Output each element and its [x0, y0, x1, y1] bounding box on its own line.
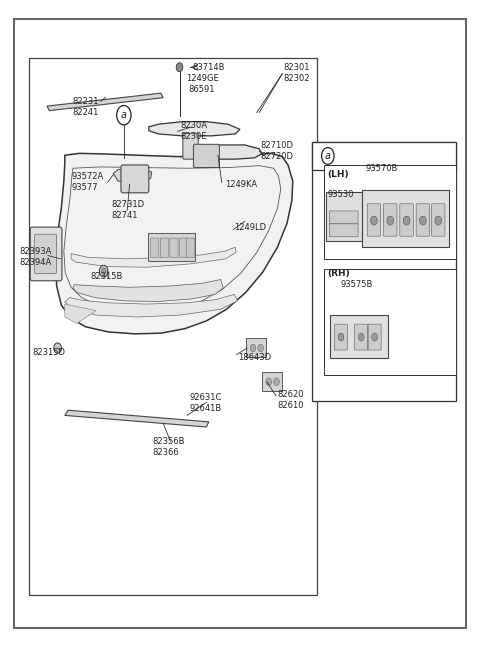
Text: 1249LD: 1249LD: [234, 223, 266, 232]
FancyBboxPatch shape: [170, 238, 178, 258]
Text: 82741: 82741: [112, 211, 138, 220]
FancyBboxPatch shape: [121, 165, 149, 193]
Text: 82315B: 82315B: [90, 272, 122, 281]
Circle shape: [371, 216, 377, 225]
FancyBboxPatch shape: [324, 269, 456, 375]
Circle shape: [420, 216, 426, 225]
FancyBboxPatch shape: [148, 233, 195, 261]
Circle shape: [403, 216, 410, 225]
Polygon shape: [190, 145, 262, 159]
Polygon shape: [149, 122, 240, 136]
Text: 82366: 82366: [153, 448, 180, 457]
Polygon shape: [71, 247, 236, 267]
FancyBboxPatch shape: [262, 372, 282, 391]
Circle shape: [338, 333, 344, 341]
FancyBboxPatch shape: [193, 144, 219, 168]
Text: 82610: 82610: [277, 401, 303, 410]
FancyBboxPatch shape: [330, 315, 388, 358]
Circle shape: [435, 216, 442, 225]
FancyBboxPatch shape: [384, 204, 397, 236]
Text: 8230E: 8230E: [180, 132, 206, 141]
Text: 93575B: 93575B: [341, 280, 373, 289]
Text: 82315D: 82315D: [33, 348, 66, 357]
FancyBboxPatch shape: [35, 234, 57, 274]
Text: 93577: 93577: [71, 183, 97, 192]
Circle shape: [274, 378, 279, 386]
Circle shape: [258, 344, 264, 352]
FancyBboxPatch shape: [416, 204, 430, 236]
Polygon shape: [73, 280, 223, 302]
FancyBboxPatch shape: [324, 165, 456, 259]
Polygon shape: [65, 294, 238, 317]
Text: a: a: [121, 110, 127, 120]
Text: 92631C: 92631C: [190, 393, 222, 402]
Polygon shape: [65, 410, 209, 427]
Polygon shape: [56, 153, 293, 334]
Text: a: a: [325, 151, 331, 161]
Circle shape: [266, 378, 272, 386]
Text: 82720D: 82720D: [261, 152, 294, 161]
FancyBboxPatch shape: [312, 142, 456, 170]
Polygon shape: [47, 93, 163, 111]
FancyBboxPatch shape: [355, 324, 368, 350]
Text: 93572A: 93572A: [71, 172, 103, 181]
FancyBboxPatch shape: [29, 58, 317, 595]
FancyBboxPatch shape: [151, 238, 159, 258]
Circle shape: [372, 333, 377, 341]
FancyBboxPatch shape: [367, 204, 381, 236]
FancyBboxPatch shape: [160, 238, 168, 258]
Text: 82231: 82231: [72, 97, 98, 106]
FancyBboxPatch shape: [432, 204, 445, 236]
FancyBboxPatch shape: [312, 142, 456, 170]
Polygon shape: [65, 304, 96, 324]
FancyBboxPatch shape: [368, 324, 381, 350]
Text: 18643D: 18643D: [238, 353, 271, 362]
Text: 93570B: 93570B: [366, 164, 398, 173]
Text: 83714B: 83714B: [192, 63, 225, 72]
FancyBboxPatch shape: [400, 204, 413, 236]
FancyBboxPatch shape: [14, 19, 466, 628]
Circle shape: [99, 265, 108, 277]
Text: 92641B: 92641B: [190, 404, 222, 413]
Text: 82620: 82620: [277, 390, 303, 399]
Text: 86591: 86591: [189, 85, 215, 94]
FancyBboxPatch shape: [335, 324, 348, 350]
Text: 82731D: 82731D: [112, 200, 145, 209]
Circle shape: [176, 63, 183, 72]
FancyBboxPatch shape: [187, 238, 195, 258]
Circle shape: [101, 268, 106, 274]
Polygon shape: [113, 168, 152, 182]
FancyBboxPatch shape: [183, 133, 198, 159]
Text: 82301: 82301: [283, 63, 310, 72]
FancyBboxPatch shape: [30, 227, 62, 281]
Circle shape: [54, 343, 61, 353]
Text: 1249KA: 1249KA: [225, 180, 257, 189]
Text: 82393A: 82393A: [19, 247, 51, 256]
FancyBboxPatch shape: [180, 238, 188, 258]
Text: 82710D: 82710D: [261, 141, 294, 150]
FancyBboxPatch shape: [246, 338, 266, 357]
FancyBboxPatch shape: [329, 224, 358, 237]
Text: 82394A: 82394A: [19, 258, 51, 267]
Text: 93530: 93530: [327, 190, 354, 199]
FancyBboxPatch shape: [326, 192, 362, 241]
Text: 1249GE: 1249GE: [186, 74, 219, 83]
Text: 82302: 82302: [283, 74, 310, 83]
Text: 82356B: 82356B: [153, 437, 185, 446]
Text: (RH): (RH): [327, 269, 350, 278]
FancyBboxPatch shape: [312, 142, 456, 401]
Text: 8230A: 8230A: [180, 121, 207, 130]
FancyBboxPatch shape: [329, 211, 358, 224]
Circle shape: [358, 333, 364, 341]
FancyBboxPatch shape: [362, 190, 449, 247]
Circle shape: [387, 216, 394, 225]
Circle shape: [250, 344, 256, 352]
Text: (LH): (LH): [327, 170, 349, 179]
Text: 82241: 82241: [72, 108, 98, 117]
